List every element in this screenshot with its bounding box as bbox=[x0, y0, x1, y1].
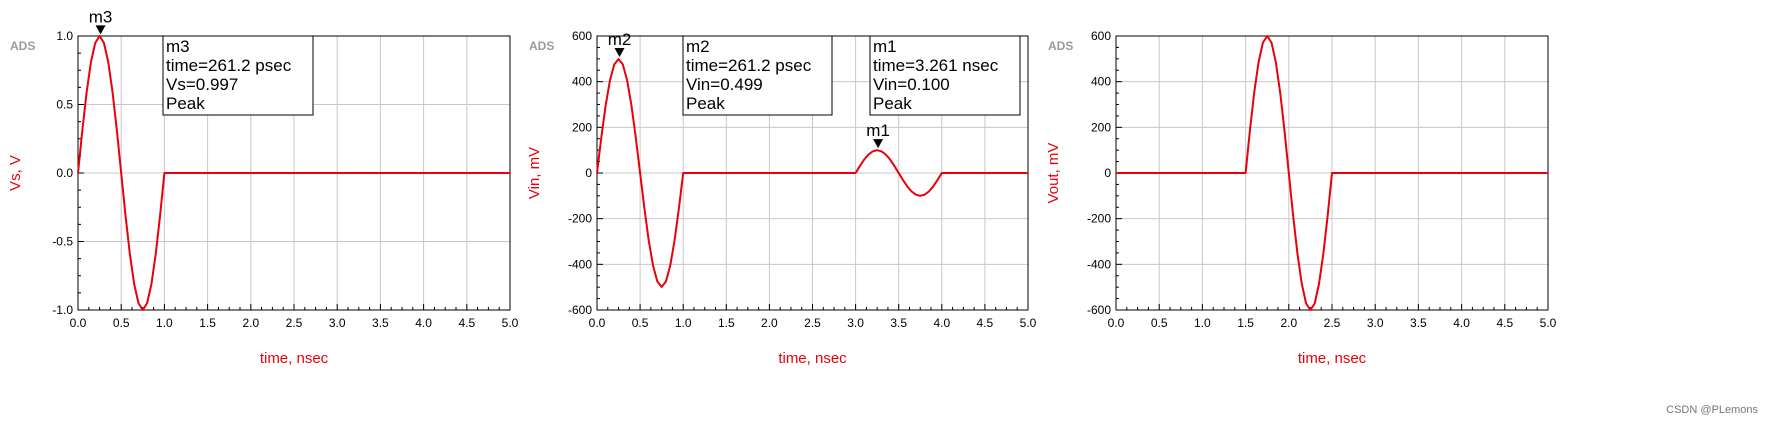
x-axis-label: time, nsec bbox=[1298, 350, 1367, 367]
chart-panel-1: 0.0 0.5 1.0 1.5 2.0 2.5 3.0 3.5 4.0 4.5 5.0 -1.0 -0.… bbox=[7, 7, 519, 367]
marker-label-m3: m3 bbox=[89, 7, 113, 26]
marker-label-m2: m2 bbox=[608, 30, 632, 49]
x-tick-label: 4.5 bbox=[458, 316, 475, 330]
y-axis-label: Vout, mV bbox=[1045, 143, 1062, 204]
y-axis-label: Vin, mV bbox=[526, 147, 543, 199]
readout-line: Peak bbox=[873, 94, 912, 113]
y-tick-label: -400 bbox=[1087, 257, 1111, 271]
y-tick-label: -1.0 bbox=[52, 303, 73, 317]
chart-panel-2: 0.0 0.5 1.0 1.5 2.0 2.5 3.0 3.5 4.0 4.5 5.0 -600 -40… bbox=[526, 29, 1037, 367]
x-tick-label: 3.0 bbox=[1367, 316, 1384, 330]
ads-logo: ADS bbox=[10, 39, 35, 53]
y-tick-label: 200 bbox=[1091, 120, 1111, 134]
readout-line: Vs=0.997 bbox=[166, 75, 238, 94]
readout-line: Vin=0.499 bbox=[686, 75, 763, 94]
readout-frame bbox=[869, 35, 1021, 116]
y-tick-label: 1.0 bbox=[56, 29, 73, 43]
x-tick-label: 1.5 bbox=[718, 316, 735, 330]
y-tick-label: 600 bbox=[1091, 29, 1111, 43]
x-tick-label: 2.5 bbox=[286, 316, 303, 330]
x-tick-label: 5.0 bbox=[502, 316, 519, 330]
readout-line: m2 bbox=[686, 37, 710, 56]
x-tick-label: 3.5 bbox=[890, 316, 907, 330]
x-tick-label: 2.0 bbox=[242, 316, 259, 330]
x-tick-label: 3.0 bbox=[329, 316, 346, 330]
x-tick-label: 0.0 bbox=[70, 316, 87, 330]
x-tick-label: 4.5 bbox=[1496, 316, 1513, 330]
y-axis-label: Vs, V bbox=[7, 155, 24, 191]
x-tick-label: 1.0 bbox=[1194, 316, 1211, 330]
y-tick-label: 0 bbox=[1104, 166, 1111, 180]
marker-triangle-m3[interactable] bbox=[95, 25, 106, 35]
y-tick-label: -200 bbox=[1087, 212, 1111, 226]
x-tick-label: 1.0 bbox=[156, 316, 173, 330]
readout-line: time=261.2 psec bbox=[166, 56, 292, 75]
readout-line: Peak bbox=[166, 94, 205, 113]
y-tick-label: -200 bbox=[568, 212, 592, 226]
x-tick-label: 3.5 bbox=[372, 316, 389, 330]
x-tick-label: 2.5 bbox=[804, 316, 821, 330]
series-line-1 bbox=[77, 35, 510, 311]
x-tick-label: 1.0 bbox=[675, 316, 692, 330]
x-tick-label: 3.5 bbox=[1410, 316, 1427, 330]
x-tick-label: 2.5 bbox=[1324, 316, 1341, 330]
x-tick-label: 2.0 bbox=[1280, 316, 1297, 330]
y-tick-label: 600 bbox=[572, 29, 592, 43]
y-tick-label: 400 bbox=[572, 75, 592, 89]
x-tick-label: 4.0 bbox=[933, 316, 950, 330]
ads-logo: ADS bbox=[529, 39, 554, 53]
x-tick-label: 2.0 bbox=[761, 316, 778, 330]
marker-triangle-m1[interactable] bbox=[873, 139, 884, 149]
x-tick-label: 0.0 bbox=[1108, 316, 1125, 330]
series-line-1 bbox=[1116, 35, 1548, 311]
watermark: CSDN @PLemons bbox=[1666, 404, 1758, 416]
x-tick-label: 1.5 bbox=[199, 316, 216, 330]
marker-triangle-m2[interactable] bbox=[614, 48, 625, 58]
readout-frame bbox=[682, 35, 833, 116]
x-axis-label: time, nsec bbox=[778, 350, 847, 367]
chart-panel-3: 0.0 0.5 1.0 1.5 2.0 2.5 3.0 3.5 4.0 4.5 5.0 -600 -40… bbox=[1045, 29, 1557, 367]
x-tick-label: 3.0 bbox=[847, 316, 864, 330]
x-axis-label: time, nsec bbox=[260, 350, 329, 367]
x-tick-label: 0.5 bbox=[113, 316, 130, 330]
readout-line: time=261.2 psec bbox=[686, 56, 812, 75]
y-tick-label: -600 bbox=[1087, 303, 1111, 317]
x-tick-label: 0.5 bbox=[1151, 316, 1168, 330]
y-tick-label: 0.5 bbox=[56, 98, 73, 112]
x-tick-label: 0.5 bbox=[632, 316, 649, 330]
y-tick-label: 0 bbox=[585, 166, 592, 180]
readout-frame bbox=[162, 35, 314, 116]
x-tick-label: 1.5 bbox=[1237, 316, 1254, 330]
series-line-1 bbox=[596, 58, 1028, 288]
y-tick-label: 400 bbox=[1091, 75, 1111, 89]
x-tick-label: 5.0 bbox=[1540, 316, 1557, 330]
y-tick-label: 200 bbox=[572, 120, 592, 134]
x-tick-label: 4.5 bbox=[977, 316, 994, 330]
x-tick-label: 0.0 bbox=[589, 316, 606, 330]
x-tick-label: 5.0 bbox=[1020, 316, 1037, 330]
y-tick-label: -600 bbox=[568, 303, 592, 317]
ads-logo: ADS bbox=[1048, 39, 1073, 53]
readout-line: Peak bbox=[686, 94, 725, 113]
x-tick-label: 4.0 bbox=[1453, 316, 1470, 330]
y-tick-label: -400 bbox=[568, 257, 592, 271]
marker-label-m1: m1 bbox=[866, 121, 890, 140]
readout-line: m1 bbox=[873, 37, 897, 56]
y-tick-label: 0.0 bbox=[56, 166, 73, 180]
x-tick-label: 4.0 bbox=[415, 316, 432, 330]
y-tick-label: -0.5 bbox=[52, 235, 73, 249]
readout-line: time=3.261 nsec bbox=[873, 56, 999, 75]
readout-line: m3 bbox=[166, 37, 190, 56]
readout-line: Vin=0.100 bbox=[873, 75, 950, 94]
